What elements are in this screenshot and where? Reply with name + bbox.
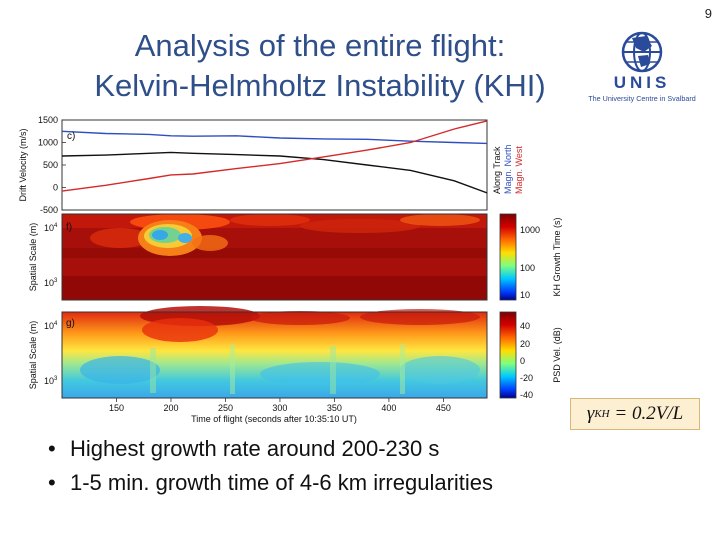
panel-f: f) Spatial Scale (m) 104 103 1000 100 10… (28, 213, 562, 301)
panel-g-xtick-2: 250 (218, 403, 233, 413)
panel-f-colorbar-label: KH Growth Time (s) (552, 217, 562, 296)
panel-f-ytick-0: 104 (44, 223, 58, 233)
series-line-magn-north (61, 130, 488, 145)
panel-g-frame (61, 311, 488, 399)
bullet-text-1: Highest growth rate around 200-230 s (70, 436, 440, 461)
panel-g-label: g) (66, 318, 75, 329)
series-line-along-track (61, 151, 488, 194)
slide-title: Analysis of the entire flight: Kelvin-He… (40, 26, 600, 106)
panel-g-texture (80, 306, 480, 394)
globe-icon (621, 31, 663, 73)
legend-entry-2: Magn. West (514, 146, 524, 194)
panel-c-y-ticks: 1500 1000 500 0 -500 (38, 115, 66, 215)
panel-c-label: c) (67, 131, 75, 142)
panel-g-xtick-3: 300 (272, 403, 287, 413)
panel-c-legend: Along Track Magn. North Magn. West (492, 144, 524, 194)
panel-c-ytick-2: 500 (43, 160, 58, 170)
panel-g-xtick-0: 150 (109, 403, 124, 413)
bullet-item: • Highest growth rate around 200-230 s (48, 436, 440, 461)
logo-name: UNIS (614, 73, 671, 92)
panel-g-cbtick-0: 40 (520, 321, 530, 331)
panel-f-frame (61, 213, 488, 301)
panel-g-ylabel: Spatial Scale (m) (28, 321, 38, 390)
formula-rhs: = 0.2V/L (614, 403, 684, 424)
panel-f-ytick-1: 103 (44, 278, 58, 288)
bullet-item: • 1-5 min. growth time of 4-6 km irregula… (48, 470, 494, 495)
panel-g-xtick-6: 450 (436, 403, 451, 413)
panel-c-frame (61, 119, 488, 211)
panel-f-cbtick-2: 10 (520, 290, 530, 300)
panel-c-ytick-3: 0 (53, 183, 58, 193)
panel-c-ytick-1: 1000 (38, 138, 58, 148)
bullet-text-2: 1-5 min. growth time of 4-6 km irregular… (70, 470, 494, 495)
panel-g-colorbar (499, 311, 517, 399)
legend-entry-1: Magn. North (503, 144, 513, 194)
panel-g-cbtick-3: -20 (520, 373, 533, 383)
panel-g-cbtick-4: -40 (520, 390, 533, 400)
panel-f-cbtick-0: 1000 (520, 225, 540, 235)
panel-c-series (61, 120, 488, 194)
slide-title-line-1: Analysis of the entire flight: (134, 28, 506, 63)
panel-g: g) Spatial Scale (m) 104 103 40 20 0 -20… (28, 306, 562, 424)
panel-c-ytick-0: 1500 (38, 115, 58, 125)
panel-f-colorbar (499, 213, 517, 301)
panel-g-x-ticks: 150 200 250 300 350 400 450 (109, 398, 451, 413)
panel-g-cbtick-1: 20 (520, 339, 530, 349)
legend-entry-0: Along Track (492, 146, 502, 194)
formula-subscript: KH (594, 408, 610, 420)
panel-g-xtick-1: 200 (163, 403, 178, 413)
panel-g-cbtick-2: 0 (520, 356, 525, 366)
panel-c-ytick-4: -500 (40, 205, 58, 215)
panel-g-xlabel: Time of flight (seconds after 10:35:10 U… (191, 414, 357, 424)
slide-title-line-2: Kelvin-Helmholtz Instability (KHI) (94, 68, 546, 103)
panel-g-xtick-4: 350 (327, 403, 342, 413)
panel-c-ylabel: Drift Velocity (m/s) (18, 128, 28, 201)
panel-f-ylabel: Spatial Scale (m) (28, 223, 38, 292)
panel-g-heatmap (62, 312, 487, 398)
formula-gamma: γ (586, 403, 595, 424)
page-number: 9 (704, 6, 712, 21)
panel-f-cbtick-1: 100 (520, 263, 535, 273)
panel-g-colorbar-label: PSD Vel. (dB) (552, 327, 562, 383)
panel-c: c) 1500 1000 500 0 -500 Drift Velocity (m/s)… (18, 115, 524, 215)
panel-g-ytick-1: 103 (44, 376, 58, 386)
panel-f-texture (62, 214, 487, 300)
logo-subtitle: The University Centre in Svalbard (588, 94, 695, 103)
bullet-list: • Highest growth rate around 200-230 s • 1… (48, 432, 493, 500)
panel-g-xtick-5: 400 (381, 403, 396, 413)
growth-rate-formula: γ KH = 0.2V/L (570, 398, 700, 430)
series-line-magn-west (61, 120, 488, 192)
panel-g-ytick-0: 104 (44, 321, 58, 331)
unis-logo: UNIS The University Centre in Svalbard (588, 31, 696, 103)
panel-f-label: f) (66, 222, 72, 233)
